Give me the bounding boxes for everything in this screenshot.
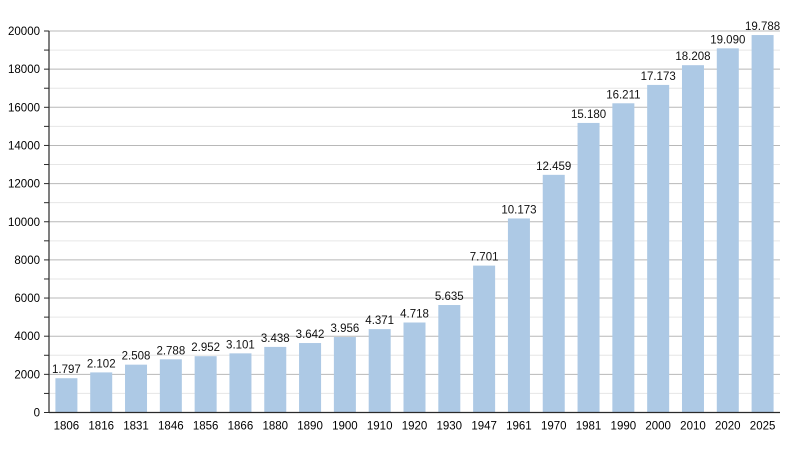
x-axis-tick-label: 1970 xyxy=(541,421,567,433)
bar xyxy=(125,364,148,413)
x-axis-tick-label: 1990 xyxy=(611,421,637,433)
bar-value-label: 4.718 xyxy=(400,309,429,321)
bar-value-label: 3.642 xyxy=(296,329,325,341)
x-axis-tick-label: 1890 xyxy=(297,421,323,433)
bar-value-label: 2.788 xyxy=(156,345,185,357)
bar xyxy=(577,122,600,413)
bar xyxy=(507,218,530,413)
bar-value-label: 2.952 xyxy=(191,342,220,354)
x-axis-tick-label: 2020 xyxy=(715,421,741,433)
bar xyxy=(368,329,391,413)
bar xyxy=(264,346,287,413)
x-axis-tick-label: 2010 xyxy=(680,421,706,433)
y-axis-tick-label: 6000 xyxy=(14,293,40,305)
x-axis-tick-label: 2025 xyxy=(750,421,776,433)
bar xyxy=(716,48,739,413)
bar-value-label: 10.173 xyxy=(501,204,536,216)
bar-value-label: 2.508 xyxy=(122,351,151,363)
x-axis-tick-label: 1816 xyxy=(88,421,114,433)
x-axis-tick-label: 1981 xyxy=(576,421,602,433)
bar xyxy=(647,84,670,413)
x-axis-tick-label: 1910 xyxy=(367,421,393,433)
x-axis-tick-label: 1947 xyxy=(471,421,497,433)
x-axis-tick-label: 1846 xyxy=(158,421,184,433)
y-axis-tick-label: 8000 xyxy=(14,255,40,267)
bar-value-label: 17.173 xyxy=(641,71,676,83)
bar xyxy=(403,322,426,413)
y-axis-tick-label: 2000 xyxy=(14,369,40,381)
bar xyxy=(333,337,356,413)
y-axis-tick-label: 12000 xyxy=(8,179,40,191)
x-axis-tick-label: 1831 xyxy=(123,421,149,433)
bar xyxy=(90,372,113,413)
bar-value-label: 7.701 xyxy=(470,252,499,264)
bar xyxy=(159,359,182,413)
x-axis-tick-label: 1866 xyxy=(228,421,254,433)
bar xyxy=(194,356,217,413)
x-axis-tick-label: 1856 xyxy=(193,421,219,433)
x-axis-tick-label: 1930 xyxy=(437,421,463,433)
bar-value-label: 4.371 xyxy=(365,315,394,327)
y-axis-tick-label: 10000 xyxy=(8,217,40,229)
bar xyxy=(473,265,496,413)
bar-value-label: 15.180 xyxy=(571,109,606,121)
bar xyxy=(229,353,252,413)
y-axis-tick-label: 16000 xyxy=(8,102,40,114)
bar-value-label: 2.102 xyxy=(87,358,116,370)
y-axis-tick-label: 0 xyxy=(34,408,40,420)
bar-value-label: 12.459 xyxy=(536,161,571,173)
x-axis-tick-label: 1806 xyxy=(54,421,80,433)
bar-value-label: 19.090 xyxy=(710,34,745,46)
x-axis-tick-label: 1961 xyxy=(506,421,532,433)
x-axis-tick-label: 1900 xyxy=(332,421,358,433)
bar-value-label: 1.797 xyxy=(52,364,81,376)
bar xyxy=(681,65,704,413)
bar-value-label: 3.101 xyxy=(226,339,255,351)
x-axis-tick-label: 1880 xyxy=(262,421,288,433)
bar-value-label: 3.438 xyxy=(261,333,290,345)
bar-value-label: 18.208 xyxy=(675,51,710,63)
bar xyxy=(55,378,78,413)
bar xyxy=(438,305,461,413)
bar-value-label: 5.635 xyxy=(435,291,464,303)
y-axis-tick-label: 4000 xyxy=(14,331,40,343)
y-axis-tick-label: 20000 xyxy=(8,26,40,38)
bar xyxy=(542,174,565,413)
y-axis-tick-label: 14000 xyxy=(8,140,40,152)
bar xyxy=(299,343,322,413)
bar xyxy=(751,35,774,413)
x-axis-tick-label: 2000 xyxy=(645,421,671,433)
bar-value-label: 3.956 xyxy=(330,323,359,335)
y-axis-tick-label: 18000 xyxy=(8,64,40,76)
bar-value-label: 19.788 xyxy=(745,21,780,33)
bar-value-label: 16.211 xyxy=(606,89,640,101)
bar xyxy=(612,103,635,413)
x-axis-tick-label: 1920 xyxy=(402,421,428,433)
